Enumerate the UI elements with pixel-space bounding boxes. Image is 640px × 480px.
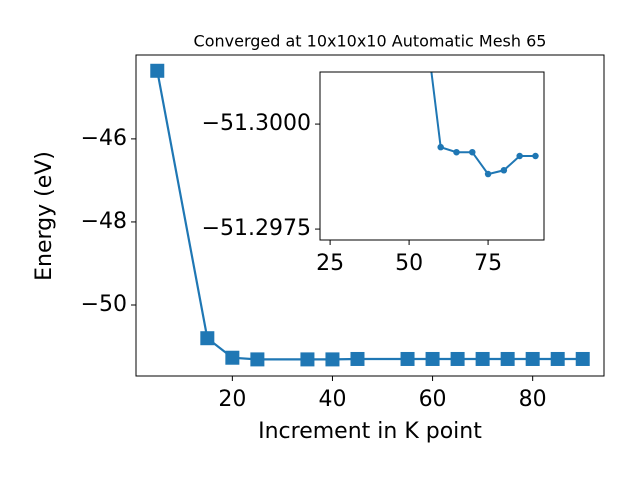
marker xyxy=(484,170,492,178)
marker xyxy=(150,63,165,78)
marker xyxy=(532,152,539,160)
y-tick-label: −50 xyxy=(81,292,127,317)
x-tick-label: 20 xyxy=(218,387,246,412)
axes-frame xyxy=(135,54,605,377)
x-axis-label: Increment in K point xyxy=(258,419,482,444)
marker xyxy=(350,351,365,366)
marker xyxy=(500,167,508,174)
y-tick-label: −48 xyxy=(81,209,127,234)
marker xyxy=(300,352,315,367)
y-axis-label: Energy (eV) xyxy=(32,151,57,281)
marker xyxy=(469,148,476,156)
x-tick-label: 80 xyxy=(519,387,547,412)
marker xyxy=(425,351,440,366)
marker xyxy=(200,331,215,346)
x-tick-label: 50 xyxy=(395,251,423,276)
y-tick-label: −51.3000 xyxy=(202,111,311,136)
plot-area xyxy=(320,72,544,240)
marker xyxy=(500,351,515,366)
x-tick-label: 40 xyxy=(318,387,346,412)
plot-content xyxy=(150,63,590,367)
marker xyxy=(250,352,265,367)
marker xyxy=(400,351,415,366)
x-tick-label: 60 xyxy=(419,387,447,412)
marker xyxy=(475,351,490,366)
marker xyxy=(575,351,590,366)
y-tick-label: −46 xyxy=(81,126,127,151)
y-tick-label: −51.2975 xyxy=(202,216,311,241)
axes: 25 50 75 −51.3000 −51.2975 xyxy=(202,71,545,276)
marker xyxy=(450,351,465,366)
marker xyxy=(525,351,540,366)
x-tick-label: 25 xyxy=(316,251,344,276)
marker xyxy=(437,143,444,151)
chart-title: Converged at 10x10x10 Automatic Mesh 65 xyxy=(194,32,547,51)
marker xyxy=(516,152,523,160)
marker xyxy=(550,351,565,366)
axes-frame xyxy=(319,71,545,241)
marker xyxy=(325,352,340,367)
marker xyxy=(225,350,240,365)
x-tick-label: 75 xyxy=(474,251,502,276)
plot-content xyxy=(430,72,539,178)
marker xyxy=(453,148,460,156)
